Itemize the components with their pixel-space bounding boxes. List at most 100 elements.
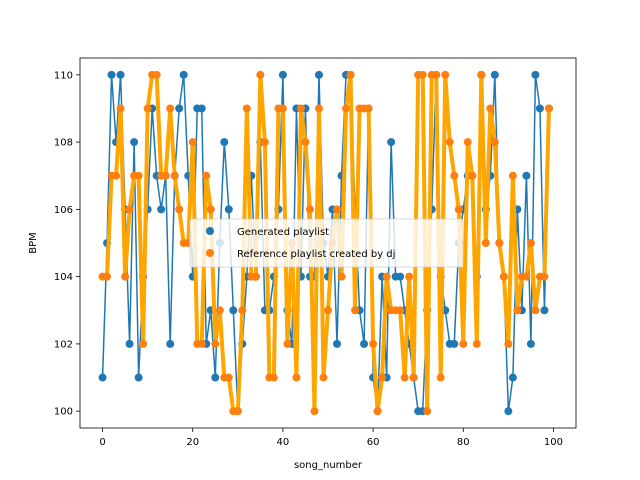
point-reference [296, 104, 305, 113]
point-reference [103, 272, 112, 281]
point-reference [233, 407, 242, 416]
point-generated [211, 373, 220, 382]
point-reference [251, 272, 260, 281]
legend: Generated playlist Reference playlist cr… [189, 218, 464, 268]
ticks-layer: 0 20 40 60 80 100 100 102 104 106 108 110 [54, 70, 563, 448]
point-generated [314, 70, 323, 79]
point-reference [495, 239, 504, 247]
point-reference [139, 339, 148, 348]
point-reference [436, 373, 445, 382]
x-tick-label: 20 [186, 437, 199, 448]
y-tick-label: 106 [54, 205, 73, 216]
point-reference [423, 407, 432, 416]
x-tick-label: 40 [277, 437, 290, 448]
point-reference [314, 104, 323, 113]
point-reference [409, 373, 418, 382]
point-reference [378, 373, 387, 382]
point-reference [441, 70, 450, 79]
x-tick-label: 80 [457, 437, 470, 448]
point-reference [459, 339, 468, 348]
point-generated [229, 306, 238, 315]
point-generated [535, 104, 544, 113]
point-reference [531, 306, 540, 315]
x-axis-label: song_number [294, 460, 363, 471]
point-generated [387, 138, 396, 147]
point-generated [166, 339, 175, 348]
point-reference [526, 239, 535, 247]
plot-layer [98, 70, 553, 416]
point-reference [175, 205, 184, 214]
point-generated [360, 339, 369, 348]
point-generated [98, 373, 107, 382]
x-tick-label: 100 [544, 437, 563, 448]
point-generated [157, 205, 166, 214]
point-generated [175, 104, 184, 113]
point-reference [450, 171, 459, 180]
y-tick-label: 104 [54, 272, 73, 283]
point-reference [481, 239, 490, 247]
point-reference [242, 104, 251, 113]
series-line-reference [102, 72, 551, 414]
point-reference [540, 272, 549, 281]
point-generated [278, 70, 287, 79]
point-reference [152, 70, 161, 79]
point-reference [260, 138, 269, 147]
legend-marker-reference [206, 249, 214, 257]
point-generated [220, 138, 229, 147]
point-reference [454, 205, 463, 214]
point-reference [269, 373, 278, 382]
point-reference [121, 272, 130, 281]
point-reference [224, 373, 233, 382]
point-reference [418, 70, 427, 79]
y-tick-label: 100 [54, 407, 73, 418]
point-reference [215, 306, 224, 315]
point-reference [405, 272, 414, 281]
point-reference [544, 104, 553, 113]
point-generated [179, 70, 188, 79]
x-tick-label: 0 [99, 437, 105, 448]
point-reference [256, 70, 265, 79]
point-reference [369, 339, 378, 348]
point-generated [540, 306, 549, 315]
point-reference [319, 373, 328, 382]
point-reference [333, 205, 342, 214]
point-reference [490, 138, 499, 147]
point-reference [346, 70, 355, 79]
point-reference [445, 138, 454, 147]
point-generated [504, 407, 513, 416]
point-reference [499, 272, 508, 281]
point-reference [468, 171, 477, 180]
legend-label-generated: Generated playlist [237, 227, 329, 238]
point-reference [134, 171, 143, 180]
y-axis-label: BPM [28, 232, 39, 254]
point-generated [490, 70, 499, 79]
point-reference [522, 272, 531, 281]
point-reference [116, 104, 125, 113]
point-reference [166, 104, 175, 113]
point-reference [400, 373, 409, 382]
point-reference [477, 70, 486, 79]
point-reference [513, 306, 522, 315]
legend-box [189, 218, 464, 268]
point-generated [522, 171, 531, 180]
point-reference [508, 171, 517, 180]
point-reference [310, 407, 319, 416]
point-reference [364, 104, 373, 113]
point-reference [125, 205, 134, 214]
point-reference [283, 339, 292, 348]
point-generated [526, 339, 535, 348]
point-reference [278, 104, 287, 113]
point-generated [197, 104, 206, 113]
y-tick-label: 110 [54, 70, 73, 81]
point-reference [396, 306, 405, 315]
plot-frame [79, 57, 577, 429]
point-generated [508, 373, 517, 382]
point-generated [333, 339, 342, 348]
point-reference [463, 138, 472, 147]
point-reference [486, 104, 495, 113]
point-generated [116, 70, 125, 79]
y-tick-label: 102 [54, 339, 73, 350]
point-reference [197, 339, 206, 348]
point-reference [206, 205, 215, 214]
